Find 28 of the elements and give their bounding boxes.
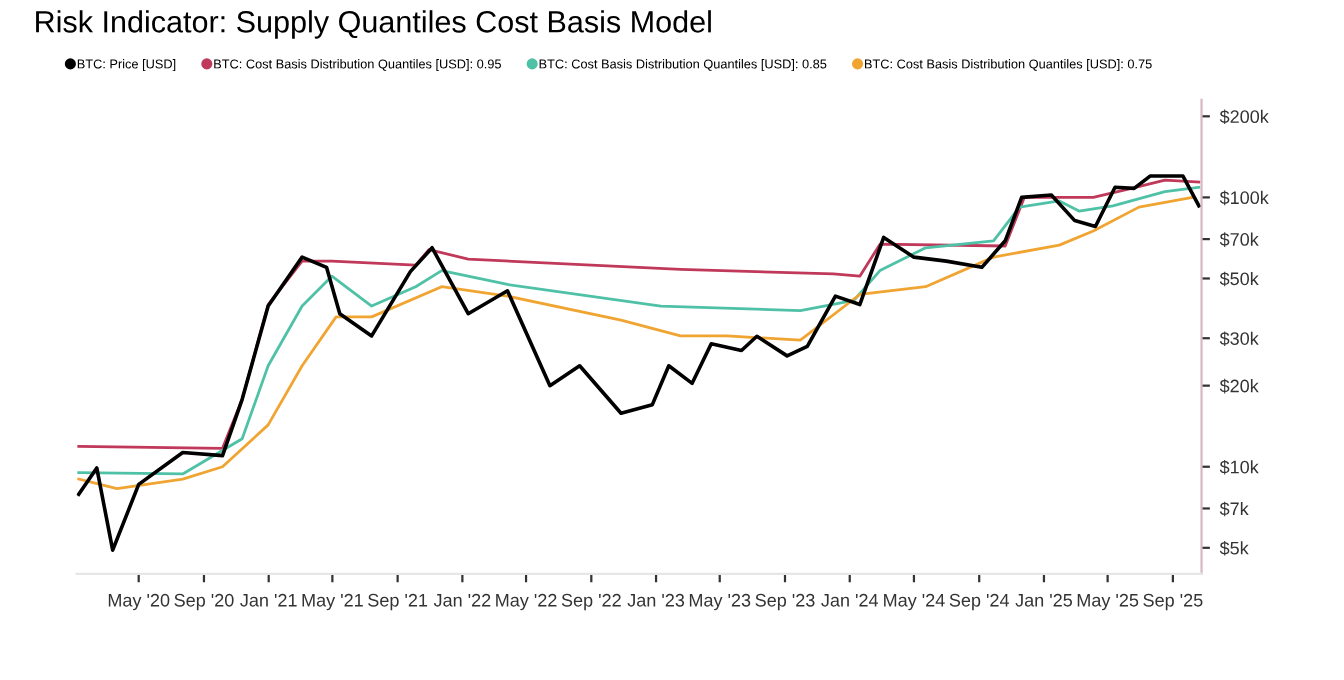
y-tick-label: $50k xyxy=(1219,271,1259,287)
x-tick-label: Sep '23 xyxy=(755,593,815,611)
x-tick-label: Jan '25 xyxy=(1015,593,1073,607)
y-tick-label: $200k xyxy=(1219,109,1269,125)
x-tick-label: Sep '22 xyxy=(561,593,621,611)
y-tick-label: $20k xyxy=(1219,378,1259,394)
x-tick-label: Sep '20 xyxy=(174,593,234,611)
y-tick-label: $10k xyxy=(1219,459,1259,475)
x-tick-label: May '25 xyxy=(1077,593,1139,611)
x-tick-label: May '20 xyxy=(108,593,170,611)
chart-title: Risk Indicator: Supply Quantiles Cost Basis Model xyxy=(36,10,711,39)
x-tick-label: May '24 xyxy=(884,593,945,611)
x-tick-label: May '21 xyxy=(302,593,363,611)
x-tick-label: Jan '22 xyxy=(433,593,491,607)
y-tick-label: $100k xyxy=(1219,190,1269,206)
x-tick-label: May '23 xyxy=(689,593,751,611)
x-tick-label: May '22 xyxy=(496,593,557,611)
y-tick-label: $30k xyxy=(1219,331,1259,347)
x-tick-label: Jan '24 xyxy=(821,593,879,607)
x-tick-label: Sep '24 xyxy=(949,593,1010,611)
x-tick-label: Sep '25 xyxy=(1143,593,1203,611)
line-series xyxy=(76,174,1201,552)
y-tick-label: $70k xyxy=(1219,232,1259,247)
y-tick-label: $7k xyxy=(1219,501,1249,517)
x-tick-label: Jan '21 xyxy=(240,593,297,607)
x-tick-label: Jan '23 xyxy=(627,593,685,607)
y-tick-label: $5k xyxy=(1219,540,1249,556)
x-tick-label: Sep '21 xyxy=(368,593,428,611)
